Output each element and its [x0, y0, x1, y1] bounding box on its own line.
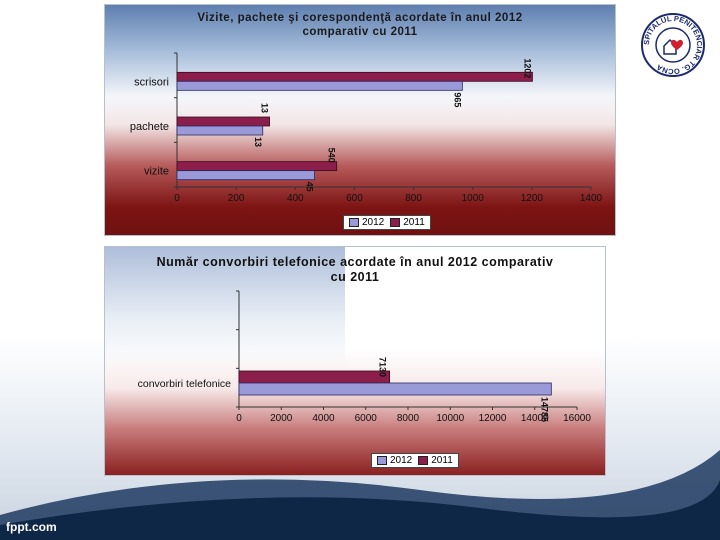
data-label-2012-vizite: 45 [305, 182, 315, 192]
data-label-2011-convorbiri-telefonice: 7130 [378, 357, 388, 377]
x-tick-label: 8000 [397, 413, 420, 424]
legend-label-2012: 2012 [390, 455, 413, 466]
x-tick-label: 200 [228, 193, 245, 204]
data-label-2011-vizite: 540 [327, 148, 337, 163]
x-tick-label: 0 [174, 193, 180, 204]
legend-swatch-2011 [418, 456, 429, 465]
x-tick-label: 6000 [355, 413, 378, 424]
data-label-2012-convorbiri-telefonice: 14785 [539, 397, 549, 422]
bar-2012-pachete [176, 125, 264, 136]
x-tick-label: 1400 [580, 193, 603, 204]
x-tick-label: 800 [405, 193, 422, 204]
legend-swatch-2012 [377, 456, 387, 465]
chart1-plot: 0 200 400 600 800 1000 1200 1400 scrisori 965 1202… [130, 52, 603, 204]
x-tick-label: 16000 [563, 413, 591, 424]
footer-brand: fppt.com [6, 520, 57, 534]
legend-entry-2011: 2011 [390, 217, 425, 228]
legend-label-2011: 2011 [431, 455, 453, 466]
chart2-title: Număr convorbiri telefonice acordate în … [105, 255, 605, 285]
x-tick-label: 1200 [521, 193, 544, 204]
category-label-pachete: pachete [130, 121, 169, 133]
legend-swatch-2011 [390, 218, 401, 227]
x-tick-label: 14000 [521, 413, 549, 424]
legend-label-2012: 2012 [362, 217, 385, 228]
chart2-legend: 2012 2011 [371, 453, 459, 468]
chart2-title-line1: Număr convorbiri telefonice acordate în … [156, 255, 554, 269]
bar-2011-convorbiri-telefonice [238, 370, 391, 384]
legend-entry-2011: 2011 [418, 455, 453, 466]
x-tick-label: 1000 [462, 193, 485, 204]
legend-label-2011: 2011 [403, 217, 425, 228]
x-tick-label: 4000 [312, 413, 335, 424]
bar-2012-vizite [176, 170, 315, 181]
hospital-logo-seal: SPITALUL PENITENCIAR TG. OCNA [641, 13, 705, 77]
chart-visits-packages-letters: Vizite, pachete şi corespondenţă acordat… [104, 4, 616, 236]
category-label-scrisori: scrisori [134, 76, 169, 88]
data-label-2011-pachete: 13 [260, 103, 270, 113]
legend-entry-2012: 2012 [349, 217, 384, 228]
bar-2012-convorbiri-telefonice [238, 382, 552, 396]
x-tick-label: 10000 [436, 413, 464, 424]
data-label-2012-scrisori: 965 [452, 92, 462, 107]
chart2-plot: 0 2000 4000 6000 8000 10000 12000 14000 16000 con… [138, 290, 591, 424]
legend-swatch-2012 [349, 218, 359, 227]
data-label-2012-pachete: 13 [253, 137, 263, 147]
chart-phone-calls: Număr convorbiri telefonice acordate în … [104, 246, 606, 476]
x-tick-label: 2000 [270, 413, 293, 424]
bar-2011-vizite [176, 161, 338, 172]
data-label-2011-scrisori: 1202 [522, 58, 532, 78]
chart1-title-line1: Vizite, pachete şi corespondenţă acordat… [197, 12, 523, 24]
x-tick-label: 0 [236, 413, 242, 424]
background-wave [0, 450, 720, 540]
bar-2011-scrisori [176, 71, 533, 82]
bar-2012-scrisori [176, 80, 463, 91]
chart1-title-line2: comparativ cu 2011 [302, 26, 418, 38]
chart1-legend: 2012 2011 [343, 215, 431, 230]
x-tick-label: 400 [287, 193, 304, 204]
chart1-title: Vizite, pachete şi corespondenţă acordat… [105, 11, 615, 39]
bar-2011-pachete [176, 116, 270, 127]
x-tick-label: 600 [346, 193, 363, 204]
category-label-vizite: vizite [144, 166, 169, 178]
legend-entry-2012: 2012 [377, 455, 412, 466]
category-label-convorbiri-telefonice: convorbiri telefonice [138, 378, 232, 390]
chart2-title-line2: cu 2011 [330, 270, 380, 284]
x-tick-label: 12000 [479, 413, 507, 424]
chart2-background-gradient [105, 247, 345, 367]
